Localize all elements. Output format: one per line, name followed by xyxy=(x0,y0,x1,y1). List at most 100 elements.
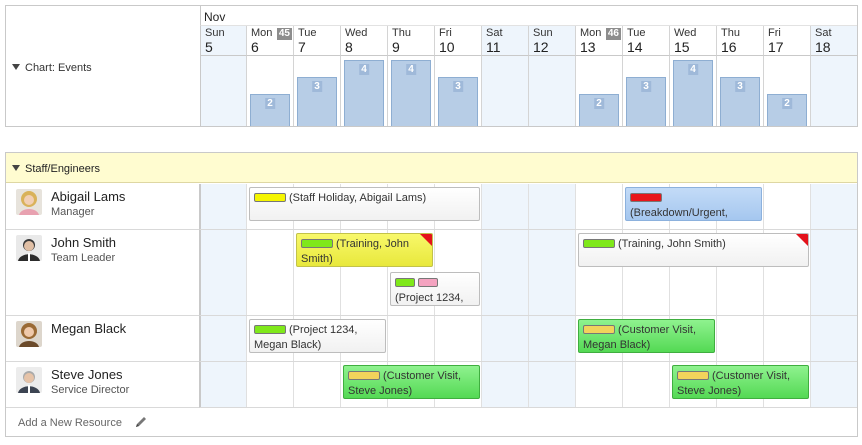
pencil-icon[interactable] xyxy=(134,415,148,429)
chart-column: 2 xyxy=(576,56,623,126)
red-corner-flag-icon xyxy=(796,234,808,246)
resource-role: Service Director xyxy=(51,384,130,396)
day-header[interactable]: Fri 17 xyxy=(764,26,811,56)
month-label: Nov xyxy=(200,6,857,26)
resource-name[interactable]: Abigail Lams xyxy=(51,189,126,204)
chart-bar[interactable]: 3 xyxy=(626,77,666,126)
day-number: 8 xyxy=(345,39,353,55)
collapse-triangle-icon[interactable] xyxy=(12,64,20,70)
day-header[interactable]: Mon 6 45 xyxy=(247,26,294,56)
week-badge: 46 xyxy=(605,28,621,40)
day-number: 5 xyxy=(205,39,213,55)
chart-bar[interactable]: 4 xyxy=(673,60,713,126)
event-block[interactable]: (Project 1234, xyxy=(390,272,480,306)
chart-column xyxy=(529,56,576,126)
day-of-week: Wed xyxy=(345,27,368,39)
category-swatch xyxy=(395,278,415,287)
grid-column xyxy=(811,184,857,408)
grid-column xyxy=(435,184,482,408)
event-block[interactable]: (Breakdown/Urgent, xyxy=(625,187,762,221)
event-block[interactable]: (Project 1234, Megan Black) xyxy=(249,319,386,353)
category-swatch xyxy=(583,325,615,334)
event-block[interactable]: (Training, John Smith) xyxy=(578,233,809,267)
event-block[interactable]: (Staff Holiday, Abigail Lams) xyxy=(249,187,480,221)
chart-bar-label: 4 xyxy=(359,64,369,75)
day-header[interactable]: Mon 13 46 xyxy=(576,26,623,56)
event-block[interactable]: (Customer Visit, Steve Jones) xyxy=(343,365,480,399)
resource-name[interactable]: John Smith xyxy=(51,235,117,250)
grid-column xyxy=(482,184,529,408)
category-swatch xyxy=(630,193,662,202)
row-divider xyxy=(200,315,857,316)
chart-bar[interactable]: 3 xyxy=(297,77,337,126)
resource-role: Team Leader xyxy=(51,252,116,264)
category-swatch xyxy=(348,371,380,380)
day-header[interactable]: Sun 5 xyxy=(200,26,247,56)
event-text: (Project 1234, Megan Black) xyxy=(254,324,358,351)
grid-column xyxy=(670,184,717,408)
resource-row[interactable]: John Smith Team Leader xyxy=(6,230,200,316)
category-swatch xyxy=(583,239,615,248)
group-header[interactable]: Staff/Engineers xyxy=(6,153,857,183)
chart-bar-label: 4 xyxy=(406,64,416,75)
grid-column xyxy=(717,184,764,408)
day-header[interactable]: Wed 8 xyxy=(341,26,388,56)
day-number: 9 xyxy=(392,39,400,55)
resource-name[interactable]: Steve Jones xyxy=(51,367,123,382)
chart-column: 4 xyxy=(388,56,435,126)
resource-row[interactable]: Steve Jones Service Director xyxy=(6,362,200,408)
day-of-week: Sun xyxy=(533,27,553,39)
day-of-week: Tue xyxy=(627,27,646,39)
day-number: 17 xyxy=(768,39,784,55)
chart-bar[interactable]: 4 xyxy=(344,60,384,126)
chart-column xyxy=(482,56,529,126)
resource-role: Manager xyxy=(51,206,95,218)
chart-bar[interactable]: 3 xyxy=(720,77,760,126)
day-header[interactable]: Sun 12 xyxy=(529,26,576,56)
event-block[interactable]: (Training, John Smith) xyxy=(296,233,433,267)
day-header[interactable]: Tue 14 xyxy=(623,26,670,56)
chart-bar[interactable]: 2 xyxy=(767,94,807,126)
event-text: (Staff Holiday, Abigail Lams) xyxy=(289,192,427,204)
day-of-week: Fri xyxy=(439,27,452,39)
row-divider xyxy=(200,361,857,362)
day-header[interactable]: Sat 11 xyxy=(482,26,529,56)
grid-column xyxy=(529,184,576,408)
chart-bar[interactable]: 4 xyxy=(391,60,431,126)
resource-name[interactable]: Megan Black xyxy=(51,321,127,336)
events-chart-panel: Nov Sun 5 Mon 6 45 Tue 7 Wed 8 Thu 9 Fri 10 Sat 11 Sun 1… xyxy=(5,5,858,127)
day-of-week: Mon xyxy=(251,27,273,39)
grid-column xyxy=(576,184,623,408)
day-of-week: Thu xyxy=(721,27,740,39)
event-block[interactable]: (Customer Visit, Megan Black) xyxy=(578,319,715,353)
chart-bar-label: 3 xyxy=(312,81,322,92)
avatar xyxy=(16,367,42,393)
category-swatch xyxy=(254,325,286,334)
day-header[interactable]: Tue 7 xyxy=(294,26,341,56)
chart-column: 2 xyxy=(247,56,294,126)
day-header[interactable]: Wed 15 xyxy=(670,26,717,56)
category-swatch xyxy=(254,193,286,202)
collapse-triangle-icon[interactable] xyxy=(12,165,20,171)
chart-bar[interactable]: 3 xyxy=(438,77,478,126)
chart-bar-label: 3 xyxy=(453,81,463,92)
day-header[interactable]: Thu 16 xyxy=(717,26,764,56)
day-header[interactable]: Fri 10 xyxy=(435,26,482,56)
add-resource-link[interactable]: Add a New Resource xyxy=(18,417,122,429)
week-badge: 45 xyxy=(276,28,292,40)
chart-bar[interactable]: 2 xyxy=(579,94,619,126)
chart-bar[interactable]: 2 xyxy=(250,94,290,126)
chart-column: 2 xyxy=(764,56,811,126)
event-text: (Project 1234, xyxy=(395,292,464,304)
day-header[interactable]: Thu 9 xyxy=(388,26,435,56)
day-of-week: Mon xyxy=(580,27,602,39)
resource-row[interactable]: Megan Black xyxy=(6,316,200,362)
day-number: 13 xyxy=(580,39,596,55)
group-label: Staff/Engineers xyxy=(25,163,101,175)
resource-row[interactable]: Abigail Lams Manager xyxy=(6,184,200,230)
chart-bar-label: 3 xyxy=(641,81,651,92)
event-block[interactable]: (Customer Visit, Steve Jones) xyxy=(672,365,809,399)
day-header[interactable]: Sat 18 xyxy=(811,26,857,56)
chart-toggle[interactable]: Chart: Events xyxy=(6,56,200,126)
chart-label: Chart: Events xyxy=(25,62,92,74)
